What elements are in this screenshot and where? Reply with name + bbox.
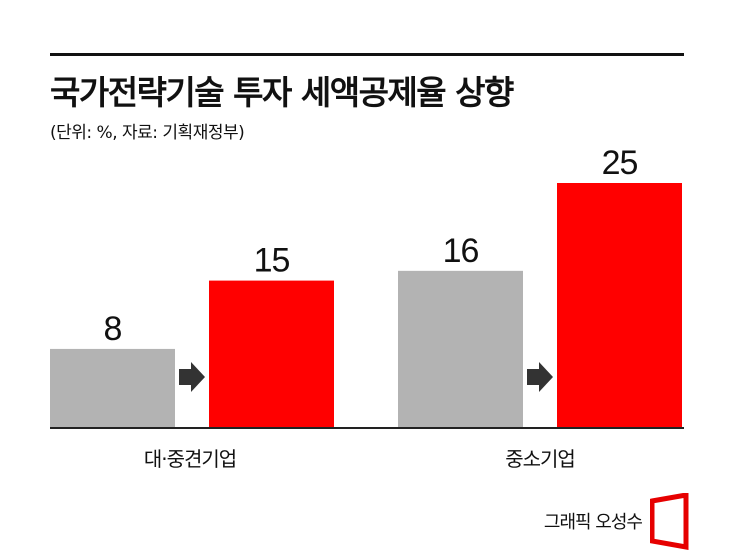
arrow-icon [527, 362, 553, 392]
bar-before [398, 270, 523, 427]
category-label: 중소기업 [505, 447, 575, 471]
bar-after [557, 183, 682, 427]
chart-subtitle: (단위: %, 자료: 기획재정부) [50, 123, 245, 143]
chart-title: 국가전략기술 투자 세액공제율 상향 [50, 73, 514, 112]
title-rule [50, 53, 684, 56]
publisher-logo-icon [650, 493, 689, 550]
arrow-icon [179, 362, 205, 392]
bar-value-label: 8 [104, 310, 122, 348]
bar-after [209, 280, 334, 427]
bar-value-label: 15 [254, 242, 290, 280]
bar-before [50, 348, 175, 427]
category-label: 대·중견기업 [144, 447, 236, 471]
graphic-credit: 그래픽 오성수 [543, 512, 643, 533]
bar-value-label: 16 [443, 232, 479, 270]
bar-value-label: 25 [602, 144, 638, 182]
